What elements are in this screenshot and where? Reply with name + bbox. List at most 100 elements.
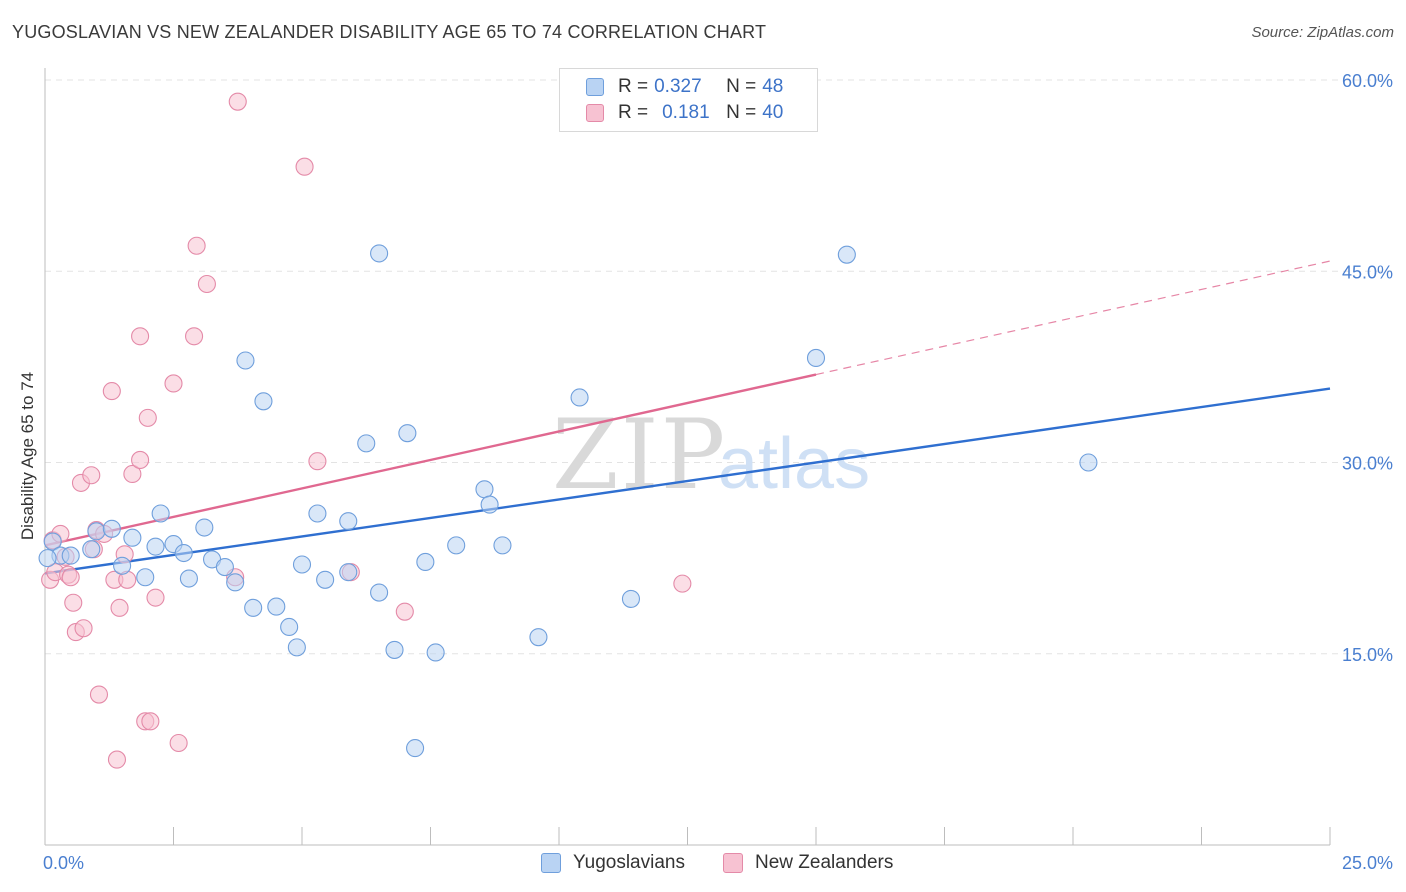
legend-n-label: N =: [726, 76, 757, 97]
yugoslavians-point: [529, 628, 548, 647]
yugoslavians-point: [254, 392, 273, 411]
legend-item-new-zealanders[interactable]: New Zealanders: [723, 852, 893, 874]
yugoslavians-point: [357, 434, 376, 453]
yugoslavians-point: [113, 556, 132, 575]
new-zealanders-point: [164, 374, 183, 393]
yugoslavians-point: [493, 536, 512, 555]
new-zealanders-point: [169, 733, 188, 753]
yugoslavians-point: [123, 528, 142, 547]
chart-title: YUGOSLAVIAN VS NEW ZEALANDER DISABILITY …: [12, 22, 767, 42]
legend-item-yugoslavians[interactable]: Yugoslavians: [541, 852, 685, 874]
new-zealanders-point: [395, 602, 414, 621]
new-zealanders-point: [187, 236, 206, 255]
legend-swatch-pink: [586, 104, 604, 122]
legend-r-value: 0.181: [662, 102, 710, 123]
legend-row-new-zealanders: R = 0.181 N = 40: [586, 100, 783, 126]
yugoslavians-points: [38, 244, 1098, 758]
new-zealanders-point: [123, 464, 142, 484]
watermark-zip: ZIP: [552, 399, 727, 511]
yugoslavians-point: [102, 519, 121, 538]
y-tick-label: 60.0%: [1342, 71, 1393, 91]
legend-label-new-zealanders: New Zealanders: [755, 852, 894, 873]
new-zealanders-point: [64, 593, 83, 612]
new-zealanders-point: [197, 274, 216, 294]
yugoslavians-trend-line: [44, 387, 1331, 575]
legend-r-value: 0.327: [654, 76, 702, 97]
new-zealanders-point: [131, 327, 150, 346]
new-zealanders-point: [141, 712, 160, 731]
yugoslavians-point: [236, 351, 255, 370]
yugoslavians-point: [87, 522, 106, 541]
yugoslavians-point: [339, 512, 358, 531]
yugoslavians-point: [806, 348, 826, 368]
yugoslavians-point: [136, 568, 155, 587]
yugoslavians-point: [570, 388, 589, 407]
yugoslavians-point: [398, 424, 417, 443]
yugoslavians-point: [151, 504, 170, 523]
x-tick-label-right: 25.0%: [1342, 853, 1393, 873]
yugoslavians-point: [215, 557, 234, 577]
yugoslavians-point: [316, 570, 335, 589]
legend-n-value: 40: [762, 102, 784, 123]
new-zealanders-point: [74, 619, 93, 638]
new-zealanders-point: [107, 750, 127, 769]
yugoslavians-point: [82, 540, 101, 559]
yugoslavians-point: [280, 617, 299, 637]
new-zealanders-trend-line: [44, 373, 817, 547]
yugoslavians-point: [385, 640, 404, 659]
yugoslavians-point: [406, 739, 425, 758]
legend-n-label: N =: [726, 102, 757, 123]
new-zealanders-point: [131, 450, 150, 470]
legend-r-label: R =: [618, 102, 649, 123]
legend-r-label: R =: [618, 76, 649, 97]
new-zealanders-point: [308, 452, 327, 471]
new-zealanders-point: [61, 568, 80, 587]
new-zealanders-point: [138, 408, 157, 427]
yugoslavians-point: [61, 546, 80, 565]
series-legend: Yugoslavians New Zealanders: [0, 852, 1406, 876]
yugoslavians-point: [370, 583, 389, 602]
yugoslavians-point: [339, 563, 358, 582]
legend-label-yugoslavians: Yugoslavians: [573, 852, 685, 873]
y-tick-label: 45.0%: [1342, 262, 1393, 282]
yugoslavians-point: [267, 597, 286, 616]
watermark-atlas: atlas: [718, 424, 870, 504]
source-credit: Source: ZipAtlas.com: [1251, 24, 1394, 41]
yugoslavians-point: [292, 555, 312, 574]
y-tick-label: 15.0%: [1342, 645, 1393, 665]
yugoslavians-point: [1079, 453, 1098, 472]
new-zealanders-point: [295, 157, 314, 176]
yugoslavians-point: [38, 549, 57, 568]
yugoslavians-point: [43, 532, 62, 551]
watermark: ZIP atlas: [552, 399, 870, 511]
new-zealanders-trend-extension: [815, 260, 1331, 376]
yugoslavians-point: [621, 589, 641, 608]
new-zealanders-point: [89, 685, 109, 704]
yugoslavians-point: [308, 504, 327, 523]
yugoslavians-point: [416, 552, 435, 572]
yugoslavians-point: [244, 598, 263, 617]
yugoslavians-point: [447, 536, 466, 555]
new-zealanders-point: [110, 598, 129, 617]
new-zealanders-point: [82, 466, 101, 485]
yugoslavians-point: [837, 245, 856, 264]
yugoslavians-point: [370, 244, 389, 263]
yugoslavians-point: [174, 543, 193, 563]
legend-swatch-blue: [586, 78, 604, 96]
new-zealanders-point: [673, 574, 692, 593]
legend-swatch-blue: [541, 853, 561, 873]
legend-n-value: 48: [762, 76, 784, 97]
new-zealanders-point: [228, 92, 247, 111]
yugoslavians-point: [146, 537, 165, 556]
y-axis-label: Disability Age 65 to 74: [18, 372, 37, 540]
x-tick-label-left: 0.0%: [43, 853, 84, 873]
y-tick-label: 30.0%: [1342, 454, 1393, 474]
yugoslavians-point: [480, 495, 499, 514]
tick-labels: 15.0% 30.0% 45.0% 60.0% 0.0% 25.0%: [43, 71, 1393, 873]
yugoslavians-point: [426, 643, 445, 662]
yugoslavians-point: [226, 573, 245, 592]
yugoslavians-point: [475, 480, 494, 499]
legend-swatch-pink: [723, 853, 743, 873]
legend-row-yugoslavians: R = 0.327 N = 48: [586, 74, 783, 100]
